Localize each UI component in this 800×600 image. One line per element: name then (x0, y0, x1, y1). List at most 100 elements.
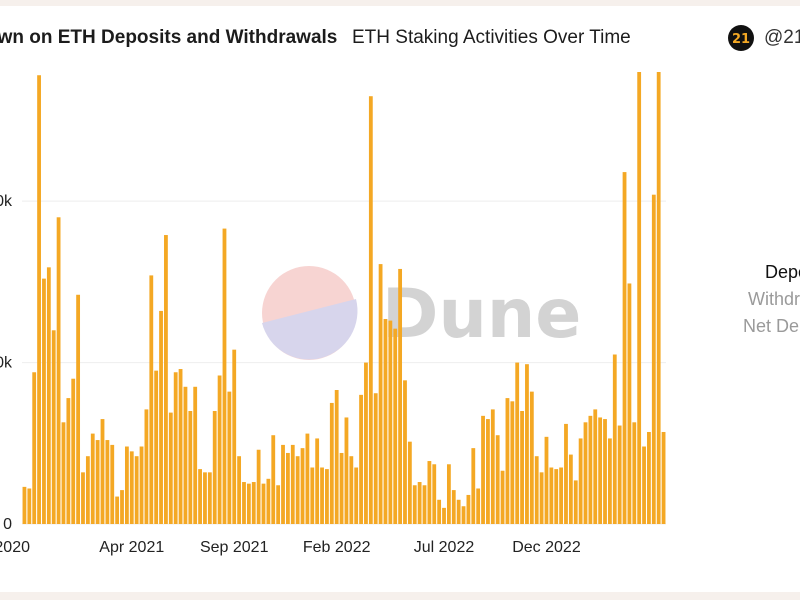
bar[interactable] (237, 456, 242, 524)
bar[interactable] (144, 409, 149, 524)
bar[interactable] (368, 96, 373, 525)
bar[interactable] (393, 328, 398, 524)
bar[interactable] (544, 436, 549, 524)
bar[interactable] (198, 469, 202, 524)
bar[interactable] (593, 409, 598, 524)
legend-item-deposit[interactable]: Deposit (ET (764, 262, 800, 282)
bar[interactable] (256, 449, 261, 524)
bar[interactable] (315, 438, 320, 524)
bar[interactable] (90, 433, 95, 524)
bar[interactable] (451, 490, 456, 524)
bar[interactable] (105, 440, 110, 524)
bar[interactable] (27, 488, 32, 524)
bar[interactable] (42, 278, 46, 524)
bar[interactable] (373, 393, 378, 524)
bar[interactable] (183, 386, 188, 524)
bar[interactable] (51, 330, 56, 524)
bar[interactable] (310, 467, 315, 525)
bar[interactable] (227, 391, 232, 524)
bar[interactable] (573, 480, 578, 524)
bar[interactable] (495, 435, 500, 524)
bar[interactable] (66, 398, 71, 524)
bar[interactable] (281, 444, 285, 524)
bar[interactable] (612, 354, 617, 525)
bar[interactable] (178, 369, 183, 524)
bar[interactable] (290, 444, 295, 524)
bar[interactable] (359, 394, 363, 524)
bar[interactable] (76, 294, 81, 524)
bar[interactable] (61, 422, 66, 524)
bar[interactable] (139, 446, 144, 524)
bar[interactable] (486, 419, 490, 524)
bar[interactable] (149, 275, 154, 524)
bar[interactable] (207, 472, 212, 524)
bar[interactable] (334, 390, 339, 524)
bar[interactable] (276, 485, 281, 524)
bar[interactable] (647, 431, 651, 524)
bar[interactable] (168, 412, 173, 524)
bar[interactable] (285, 452, 290, 524)
bar[interactable] (212, 411, 217, 524)
bar[interactable] (71, 378, 76, 524)
bar[interactable] (412, 485, 417, 524)
bar[interactable] (115, 496, 120, 524)
bar[interactable] (432, 464, 437, 524)
bar[interactable] (251, 482, 256, 524)
bar[interactable] (583, 422, 588, 524)
bar[interactable] (564, 423, 568, 524)
bar[interactable] (32, 372, 37, 524)
bar[interactable] (383, 318, 388, 524)
bar[interactable] (344, 417, 349, 524)
bar[interactable] (427, 461, 432, 524)
bar[interactable] (578, 438, 583, 524)
bar[interactable] (232, 349, 237, 524)
bar[interactable] (661, 431, 666, 524)
bar[interactable] (622, 172, 627, 524)
bar[interactable] (505, 398, 510, 524)
bar[interactable] (539, 472, 544, 524)
bar[interactable] (295, 456, 300, 524)
bar[interactable] (456, 499, 461, 524)
bar[interactable] (266, 478, 271, 524)
bar[interactable] (37, 75, 41, 525)
bar[interactable] (329, 402, 334, 524)
bar[interactable] (442, 507, 446, 524)
bar[interactable] (534, 456, 539, 524)
bar[interactable] (617, 425, 622, 524)
bar[interactable] (261, 483, 266, 524)
bar[interactable] (325, 469, 329, 524)
bar[interactable] (124, 446, 129, 524)
bar[interactable] (129, 451, 134, 524)
bar[interactable] (651, 194, 656, 524)
bar[interactable] (164, 235, 168, 525)
bar[interactable] (193, 386, 198, 524)
bar[interactable] (446, 464, 451, 524)
bar[interactable] (320, 467, 324, 525)
bar[interactable] (95, 440, 100, 524)
bar[interactable] (632, 422, 637, 524)
author-handle[interactable]: @21 (764, 27, 800, 48)
bar[interactable] (603, 419, 607, 524)
bar[interactable] (222, 228, 227, 524)
bar[interactable] (305, 433, 310, 524)
bar[interactable] (568, 454, 573, 524)
bar[interactable] (588, 415, 593, 524)
bar[interactable] (559, 467, 564, 525)
bar[interactable] (417, 482, 422, 524)
bar[interactable] (422, 485, 427, 524)
bar[interactable] (642, 446, 646, 524)
bar[interactable] (203, 472, 207, 524)
bar[interactable] (466, 494, 471, 524)
bar[interactable] (349, 456, 354, 524)
bar[interactable] (100, 419, 105, 524)
bar[interactable] (510, 401, 515, 524)
bar[interactable] (188, 411, 193, 524)
bar[interactable] (607, 438, 612, 524)
bar[interactable] (525, 364, 529, 524)
bar[interactable] (627, 283, 632, 524)
bar[interactable] (46, 267, 51, 524)
bar[interactable] (403, 380, 407, 524)
bar[interactable] (246, 483, 251, 524)
bar[interactable] (217, 375, 222, 524)
bar[interactable] (407, 441, 412, 524)
